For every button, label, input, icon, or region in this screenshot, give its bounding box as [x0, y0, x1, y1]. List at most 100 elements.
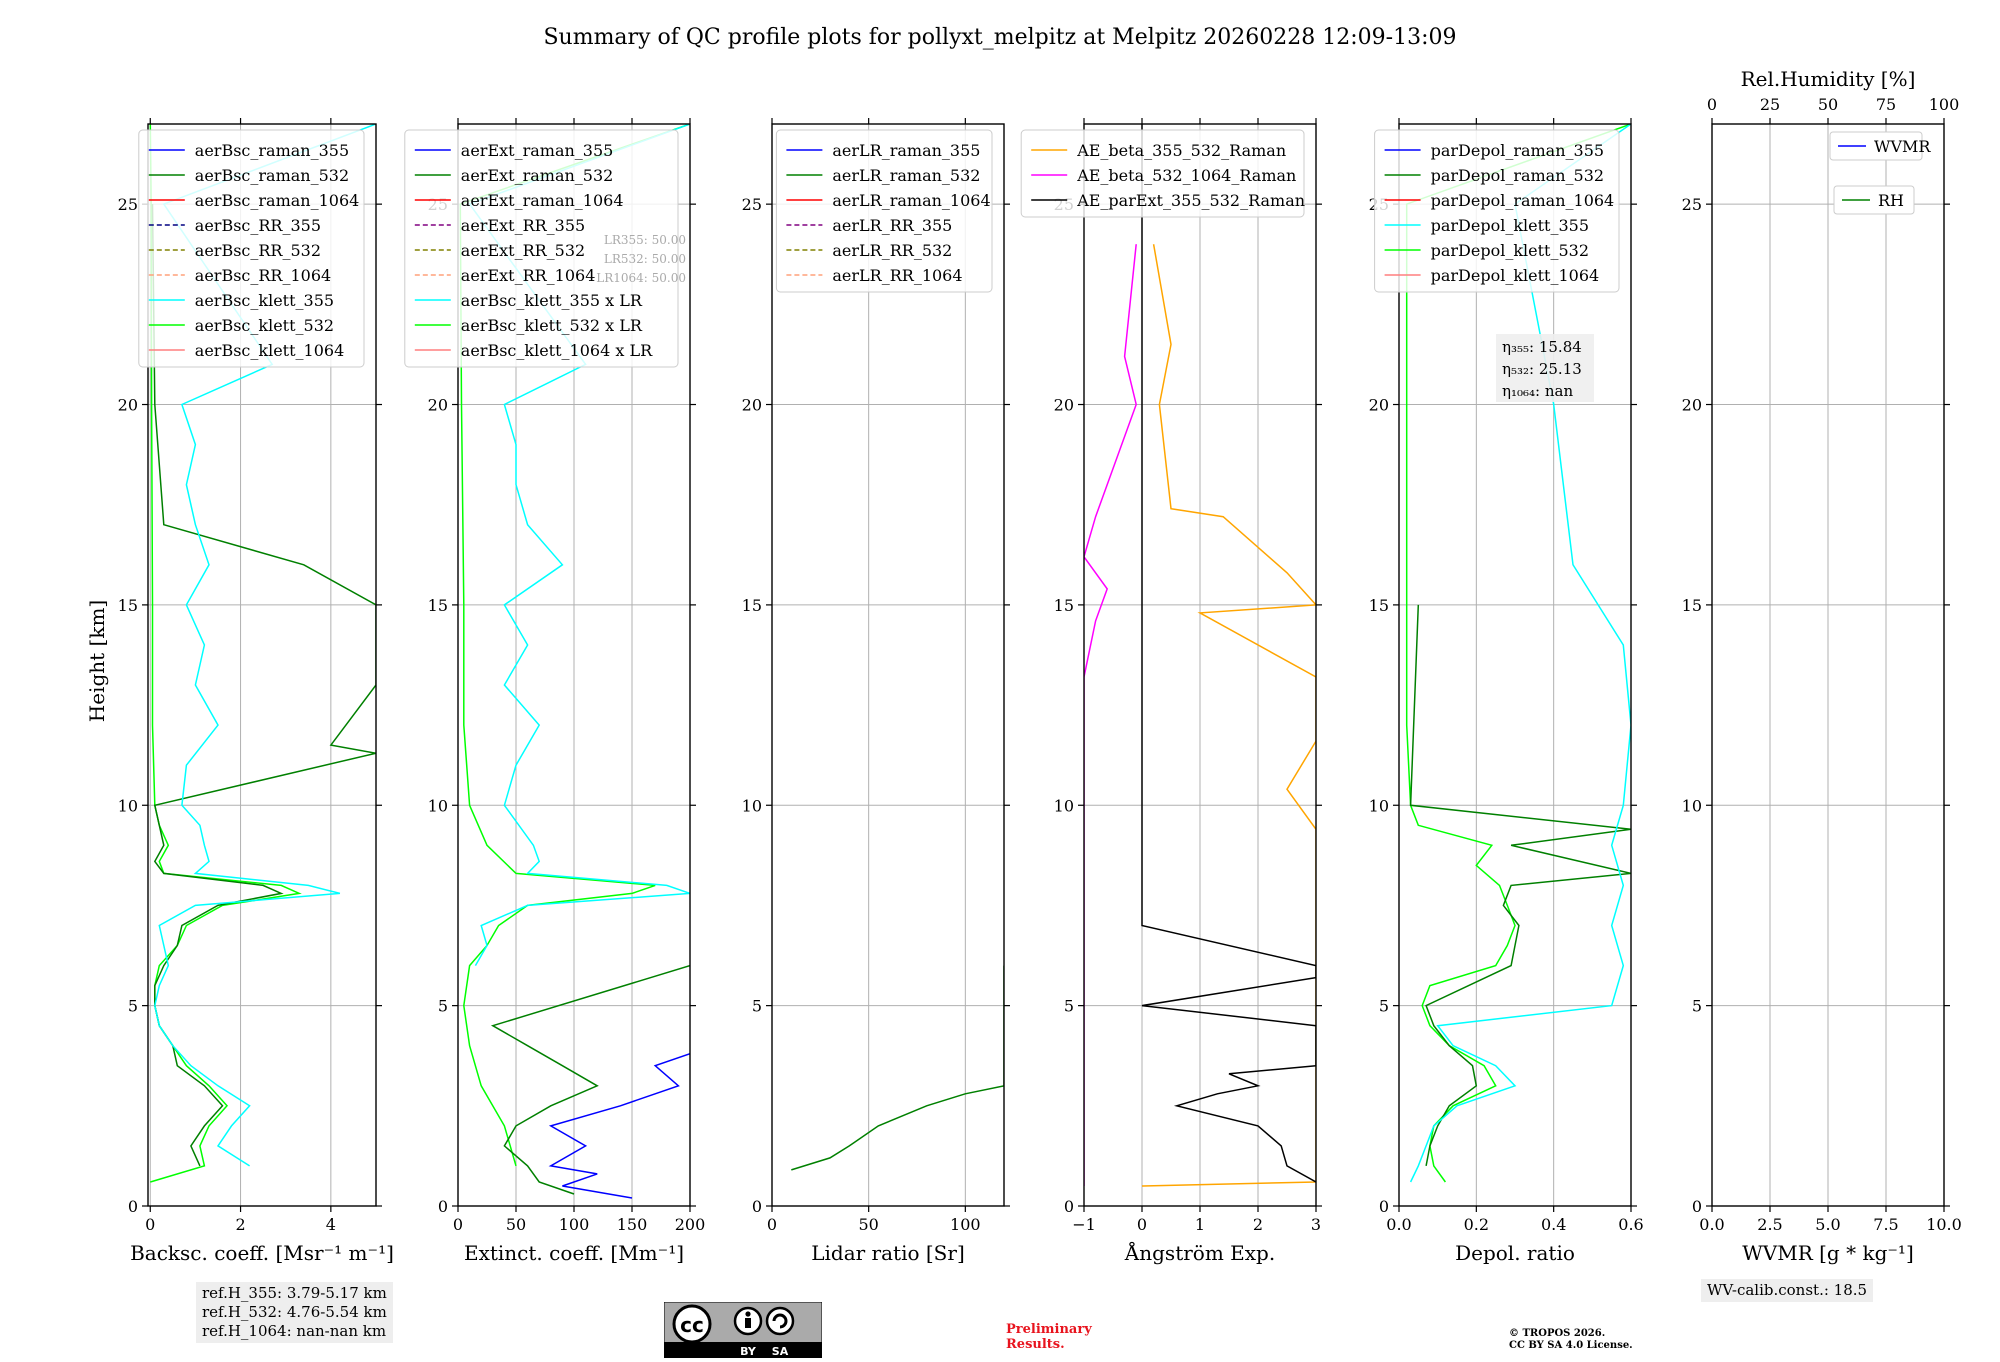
series-group	[1084, 124, 1316, 1187]
legend-entry: aerLR_raman_355	[832, 141, 980, 160]
y-tick-label: 0	[1064, 1197, 1074, 1216]
figure-title: Summary of QC profile plots for pollyxt_…	[543, 25, 1456, 50]
x-tick-label: −1	[1072, 1215, 1096, 1234]
x-tick-label: 3	[1311, 1215, 1321, 1234]
y-tick-label: 20	[742, 396, 762, 415]
wv-calibration-text: WV-calib.const.: 18.5	[1707, 1281, 1868, 1299]
series-parDepol_klett_532	[1405, 124, 1631, 1183]
y-tick-label: 10	[1054, 796, 1074, 815]
top-tick-label: 100	[1929, 95, 1960, 114]
x-axis-label: Backsc. coeff. [Msr⁻¹ m⁻¹]	[130, 1241, 394, 1265]
wv-calibration-box: WV-calib.const.: 18.5	[1701, 1279, 1874, 1302]
series-aerLR_raman_532	[791, 965, 1004, 1171]
legend-entry: parDepol_raman_1064	[1431, 191, 1615, 210]
x-tick-label: 0.0	[1386, 1215, 1411, 1234]
series-parDepol_raman_532	[1409, 604, 1631, 1167]
y-tick-label: 20	[1369, 396, 1389, 415]
y-tick-label: 15	[1682, 596, 1702, 615]
series-group	[459, 124, 690, 1199]
y-tick-label: 10	[742, 796, 762, 815]
top-tick-label: 25	[1760, 95, 1780, 114]
top-tick-label: 0	[1707, 95, 1717, 114]
legend-entry: parDepol_raman_355	[1431, 141, 1604, 160]
legend-label: WVMR	[1874, 137, 1931, 156]
x-tick-label: 0	[1137, 1215, 1147, 1234]
x-tick-label: 0.2	[1464, 1215, 1489, 1234]
copyright-note: © TROPOS 2026. CC BY SA 4.0 License.	[1509, 1328, 1633, 1352]
x-axis-label: Ångström Exp.	[1124, 1240, 1275, 1265]
axes-frame	[771, 123, 1005, 1207]
refh-532: ref.H_532: 4.76-5.54 km	[202, 1303, 387, 1321]
x-tick-label: 2.5	[1757, 1215, 1782, 1234]
y-tick-label: 5	[1064, 997, 1074, 1016]
legend-entry: aerExt_RR_1064	[461, 266, 596, 285]
legend: aerBsc_raman_355 aerBsc_raman_532 aerBsc_r…	[138, 129, 365, 368]
y-tick-label: 0	[1692, 1197, 1702, 1216]
legend-entry: aerExt_RR_355	[461, 216, 585, 235]
legend-entry: aerBsc_klett_355 x LR	[461, 291, 643, 310]
series-AE_parExt_355_532_Raman	[1141, 124, 1316, 1183]
legend-entry: aerBsc_raman_532	[195, 166, 349, 185]
legend-entry: aerBsc_klett_532 x LR	[461, 316, 643, 335]
y-tick-label: 5	[752, 997, 762, 1016]
refh-355: ref.H_355: 3.79-5.17 km	[202, 1284, 387, 1302]
y-tick-label: 20	[428, 396, 448, 415]
panel-bsc: 0 5 10 15 20 25 0 2 4 Backsc. coeff. [Msr⁻¹ m⁻¹] a…	[118, 118, 394, 1265]
legend-entry: aerBsc_klett_532	[195, 316, 334, 335]
legend-entry: aerExt_raman_1064	[461, 191, 624, 210]
legend-entry: AE_parExt_355_532_Raman	[1076, 191, 1305, 210]
x-tick-label: 5.0	[1815, 1215, 1840, 1234]
x-tick-label: 50	[506, 1215, 526, 1234]
top-tick-label: 50	[1818, 95, 1838, 114]
legend-entry: aerLR_raman_532	[832, 166, 980, 185]
y-axis-label: Height [km]	[85, 600, 109, 722]
y-tick-label: 15	[428, 596, 448, 615]
eta-value: η₃₅₅: 15.84	[1502, 338, 1582, 356]
cc-badge-text: cc	[680, 1313, 704, 1337]
x-tick-label: 7.5	[1873, 1215, 1898, 1234]
cc-license-badge: cc BY SA	[663, 1301, 823, 1362]
legend-entry: aerBsc_raman_1064	[195, 191, 360, 210]
legend-entry: aerLR_RR_1064	[832, 266, 962, 285]
legend: parDepol_raman_355 parDepol_raman_532 parD…	[1374, 129, 1620, 293]
x-tick-label: 2	[1253, 1215, 1263, 1234]
copyright-line-1: © TROPOS 2026.	[1509, 1328, 1606, 1339]
legend-entry: aerBsc_klett_1064	[195, 341, 344, 360]
legend-RH: RH	[1833, 185, 1915, 215]
series-aerBsc_klett_532	[149, 124, 302, 1183]
x-axis-label: Extinct. coeff. [Mm⁻¹]	[464, 1241, 684, 1265]
legend-entry: aerExt_raman_532	[461, 166, 614, 185]
y-tick-label: 0	[128, 1197, 138, 1216]
y-tick-label: 5	[1379, 997, 1389, 1016]
y-tick-label: 10	[118, 796, 138, 815]
x-tick-label: 0	[767, 1215, 777, 1234]
copyright-line-2: CC BY SA 4.0 License.	[1509, 1340, 1633, 1351]
x-axis-label: WVMR [g * kg⁻¹]	[1742, 1241, 1914, 1265]
x-tick-label: 50	[858, 1215, 878, 1234]
x-tick-label: 0	[145, 1215, 155, 1234]
series-group	[791, 965, 1004, 1171]
legend-entry: aerLR_raman_1064	[832, 191, 990, 210]
legend-frame	[775, 129, 993, 293]
legend-entry: parDepol_klett_355	[1431, 216, 1589, 235]
legend-entry: aerBsc_raman_355	[195, 141, 349, 160]
legend-entry: AE_beta_532_1064_Raman	[1076, 166, 1296, 185]
legend-entry: AE_beta_355_532_Raman	[1076, 141, 1286, 160]
y-tick-label: 0	[1379, 1197, 1389, 1216]
legend-entry: parDepol_klett_532	[1431, 241, 1589, 260]
x-tick-label: 100	[559, 1215, 590, 1234]
lr-note: LR355: 50.00	[604, 233, 686, 247]
legend-frame	[1020, 129, 1305, 218]
y-tick-label: 10	[428, 796, 448, 815]
series-aerBsc_klett_355	[154, 124, 376, 1167]
legend-entry: aerLR_RR_355	[832, 216, 952, 235]
y-tick-label: 15	[742, 596, 762, 615]
cc-sa-label: SA	[772, 1345, 789, 1358]
y-tick-label: 25	[742, 195, 762, 214]
legend-frame	[1833, 185, 1915, 215]
legend-label: RH	[1878, 191, 1904, 210]
legend-WVMR: WVMR	[1829, 131, 1931, 161]
